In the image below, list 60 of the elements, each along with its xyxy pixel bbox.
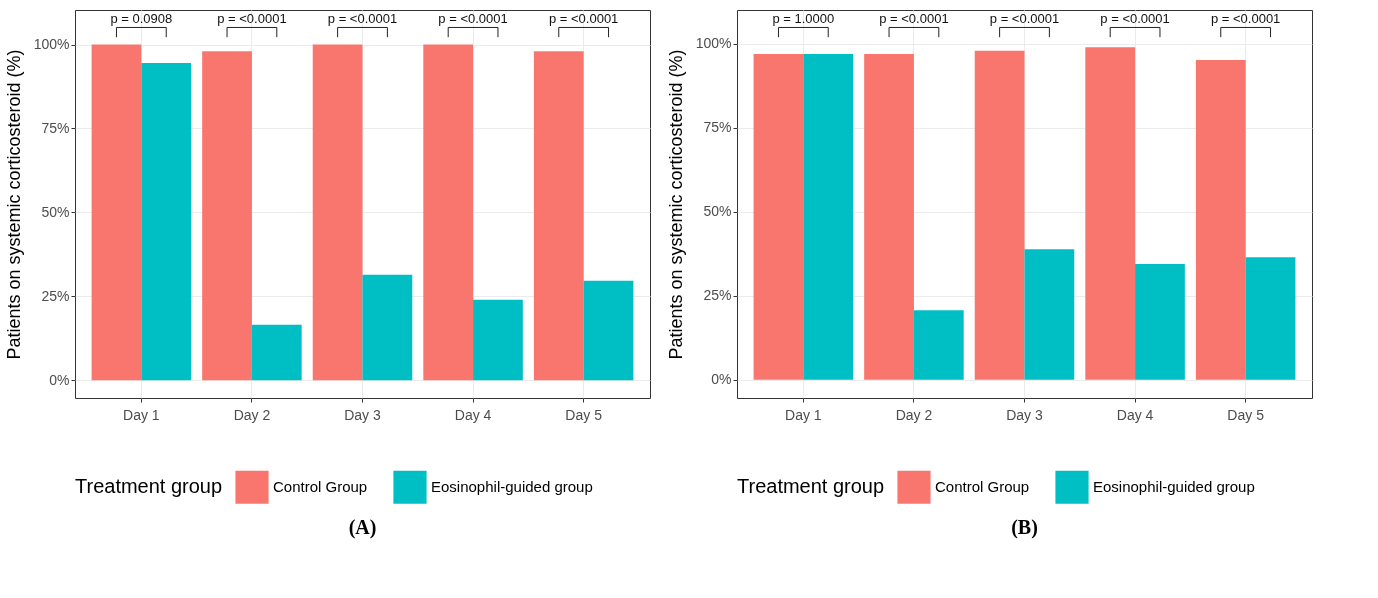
x-tick-label: Day 2 [233, 406, 271, 423]
bar [362, 274, 413, 381]
bar [533, 51, 584, 381]
y-tick-label: 75% [41, 119, 70, 136]
bar [202, 51, 252, 381]
bar [1085, 47, 1136, 380]
bar [423, 44, 474, 381]
legend-label: Control Group [935, 478, 1030, 496]
legend-title: Treatment group [75, 475, 223, 497]
y-tick-label: 100% [695, 35, 732, 52]
annotation: p = <0.0001 [548, 11, 619, 27]
y-tick-label: 50% [703, 203, 732, 220]
annotation: p = <0.0001 [989, 11, 1060, 27]
y-tick-label: 0% [711, 371, 732, 388]
bar [803, 54, 854, 380]
annotation: p = <0.0001 [879, 11, 949, 27]
bar [91, 44, 142, 381]
x-tick-label: Day 1 [785, 406, 822, 423]
text: (B) [1011, 516, 1038, 539]
annotation: p = <0.0001 [1210, 11, 1281, 27]
x-tick-label: Day 4 [454, 406, 492, 423]
y-tick-label: 25% [41, 287, 70, 304]
y-axis-title: Patients on systemic corticosteroid (%) [3, 49, 24, 360]
bar [141, 63, 192, 381]
bar [583, 280, 634, 381]
x-tick-label: Day 3 [1006, 406, 1043, 423]
annotation: p = <0.0001 [327, 11, 398, 27]
y-tick-label: 100% [33, 36, 70, 53]
x-tick-label: Day 2 [895, 406, 933, 423]
x-tick-label: Day 3 [344, 406, 381, 423]
x-tick-label: Day 5 [565, 406, 603, 423]
x-tick-label: Day 5 [1227, 406, 1265, 423]
y-tick-label: 50% [41, 203, 70, 220]
annotation: p = <0.0001 [1100, 11, 1170, 27]
legend-label: Eosinophil-guided group [1093, 478, 1255, 496]
bar [473, 299, 523, 381]
x-tick-label: Day 4 [1116, 406, 1154, 423]
bar [913, 310, 964, 380]
legend-label: Eosinophil-guided group [431, 478, 593, 496]
text: (A) [348, 516, 377, 539]
legend-label: Control Group [273, 478, 368, 496]
bar [1195, 60, 1246, 380]
legend-title: Treatment group [737, 475, 885, 497]
x-tick-label: Day 1 [123, 406, 160, 423]
y-axis-title: Patients on systemic corticosteroid (%) [665, 49, 686, 360]
bar [312, 44, 363, 381]
bar [251, 324, 302, 381]
annotation: p = <0.0001 [438, 11, 508, 27]
bar [1024, 249, 1075, 380]
annotation: p = 0.0908 [110, 11, 173, 27]
bar [974, 50, 1025, 380]
annotation: p = <0.0001 [217, 11, 287, 27]
annotation: p = 1.0000 [772, 11, 835, 27]
bar [1135, 263, 1185, 380]
y-tick-label: 0% [49, 371, 70, 388]
y-tick-label: 25% [703, 287, 732, 304]
bar [753, 54, 804, 380]
bar [864, 54, 914, 380]
bar [1245, 257, 1296, 380]
y-tick-label: 75% [703, 119, 732, 136]
